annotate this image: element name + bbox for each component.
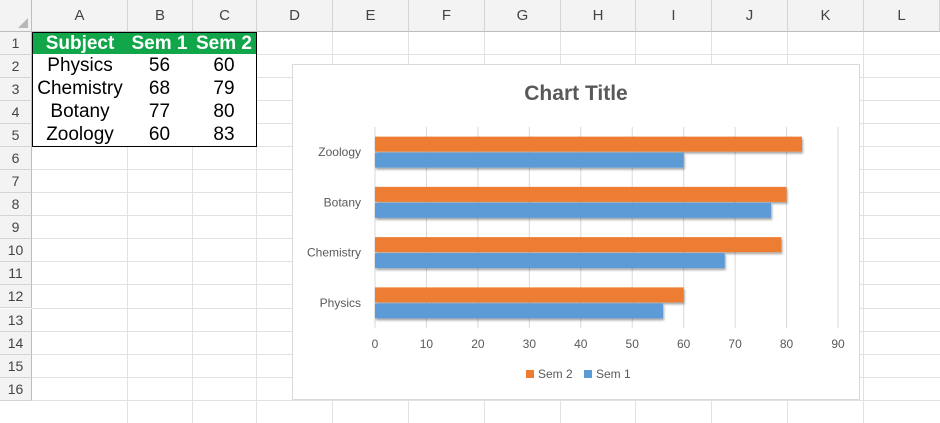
row-header-6[interactable]: 6 bbox=[0, 147, 32, 170]
column-header-k[interactable]: K bbox=[788, 0, 864, 32]
x-tick-label: 0 bbox=[372, 337, 379, 351]
gridline-vertical bbox=[127, 32, 128, 423]
table-cell[interactable]: 68 bbox=[127, 77, 193, 101]
table-cell[interactable]: Chemistry bbox=[32, 77, 128, 101]
x-tick-label: 50 bbox=[626, 337, 640, 351]
row-header-10[interactable]: 10 bbox=[0, 239, 32, 262]
bar-sem-2-chemistry[interactable] bbox=[375, 237, 782, 253]
row-header-12[interactable]: 12 bbox=[0, 285, 32, 308]
row-header-2[interactable]: 2 bbox=[0, 55, 32, 78]
table-cell[interactable]: 60 bbox=[127, 123, 193, 147]
row-header-5[interactable]: 5 bbox=[0, 124, 32, 147]
category-label: Chemistry bbox=[307, 246, 361, 260]
gridline-vertical bbox=[192, 32, 193, 423]
select-all-triangle-icon bbox=[18, 18, 28, 28]
legend-label[interactable]: Sem 2 bbox=[538, 367, 573, 381]
legend-swatch-sem-2 bbox=[526, 370, 534, 378]
column-header-c[interactable]: C bbox=[193, 0, 257, 32]
row-header-16[interactable]: 16 bbox=[0, 378, 32, 401]
gridline-horizontal bbox=[32, 400, 940, 401]
category-label: Physics bbox=[320, 296, 361, 310]
select-all-corner[interactable] bbox=[0, 0, 32, 32]
table-cell[interactable]: 77 bbox=[127, 100, 193, 124]
bar-sem-2-botany[interactable] bbox=[375, 186, 787, 202]
x-tick-label: 60 bbox=[677, 337, 691, 351]
gridline-vertical bbox=[863, 32, 864, 423]
column-header-f[interactable]: F bbox=[409, 0, 485, 32]
x-tick-label: 70 bbox=[728, 337, 742, 351]
table-cell[interactable]: Botany bbox=[32, 100, 128, 124]
bar-sem-1-botany[interactable] bbox=[375, 202, 772, 218]
table-cell[interactable]: Physics bbox=[32, 54, 128, 78]
row-header-9[interactable]: 9 bbox=[0, 216, 32, 239]
column-header-b[interactable]: B bbox=[128, 0, 193, 32]
table-header-cell[interactable]: Subject bbox=[32, 32, 128, 55]
row-header-8[interactable]: 8 bbox=[0, 193, 32, 216]
legend-label[interactable]: Sem 1 bbox=[596, 367, 631, 381]
table-cell[interactable]: 79 bbox=[192, 77, 257, 101]
column-header-l[interactable]: L bbox=[864, 0, 940, 32]
column-header-a[interactable]: A bbox=[32, 0, 128, 32]
column-header-h[interactable]: H bbox=[561, 0, 636, 32]
column-header-e[interactable]: E bbox=[333, 0, 409, 32]
x-tick-label: 20 bbox=[471, 337, 485, 351]
gridline-horizontal bbox=[32, 54, 940, 55]
x-tick-label: 80 bbox=[780, 337, 794, 351]
chart-svg: Chart Title 0 10 20 30 40 50 60 70 80 90 Physics Che… bbox=[307, 82, 845, 381]
row-header-11[interactable]: 11 bbox=[0, 262, 32, 285]
table-cell[interactable]: 56 bbox=[127, 54, 193, 78]
bar-chart[interactable]: Chart Title 0 10 20 30 40 50 60 70 80 90 Physics Che… bbox=[292, 64, 860, 400]
column-header-d[interactable]: D bbox=[257, 0, 333, 32]
bar-sem-1-zoology[interactable] bbox=[375, 152, 684, 168]
chart-title[interactable]: Chart Title bbox=[524, 82, 627, 105]
legend-swatch-sem-1 bbox=[584, 370, 592, 378]
x-tick-label: 10 bbox=[420, 337, 434, 351]
table-header-cell[interactable]: Sem 2 bbox=[192, 32, 257, 55]
row-header-14[interactable]: 14 bbox=[0, 332, 32, 355]
row-header-15[interactable]: 15 bbox=[0, 355, 32, 378]
row-header-1[interactable]: 1 bbox=[0, 32, 32, 55]
column-header-j[interactable]: J bbox=[712, 0, 788, 32]
row-header-4[interactable]: 4 bbox=[0, 101, 32, 124]
row-header-3[interactable]: 3 bbox=[0, 78, 32, 101]
x-tick-label: 30 bbox=[523, 337, 537, 351]
x-tick-label: 90 bbox=[831, 337, 845, 351]
bar-sem-2-zoology[interactable] bbox=[375, 136, 802, 152]
column-header-g[interactable]: G bbox=[485, 0, 561, 32]
column-header-i[interactable]: I bbox=[636, 0, 712, 32]
x-tick-label: 40 bbox=[574, 337, 588, 351]
row-header-7[interactable]: 7 bbox=[0, 170, 32, 193]
row-header-13[interactable]: 13 bbox=[0, 309, 32, 332]
bar-sem-2-physics[interactable] bbox=[375, 287, 684, 303]
table-header-cell[interactable]: Sem 1 bbox=[127, 32, 193, 55]
bar-sem-1-chemistry[interactable] bbox=[375, 253, 725, 269]
table-cell[interactable]: 80 bbox=[192, 100, 257, 124]
table-cell[interactable]: Zoology bbox=[32, 123, 128, 147]
bar-sem-1-physics[interactable] bbox=[375, 303, 664, 319]
table-cell[interactable]: 83 bbox=[192, 123, 257, 147]
category-label: Zoology bbox=[318, 145, 361, 159]
table-cell[interactable]: 60 bbox=[192, 54, 257, 78]
category-label: Botany bbox=[324, 195, 361, 209]
gridline-vertical bbox=[256, 32, 257, 423]
